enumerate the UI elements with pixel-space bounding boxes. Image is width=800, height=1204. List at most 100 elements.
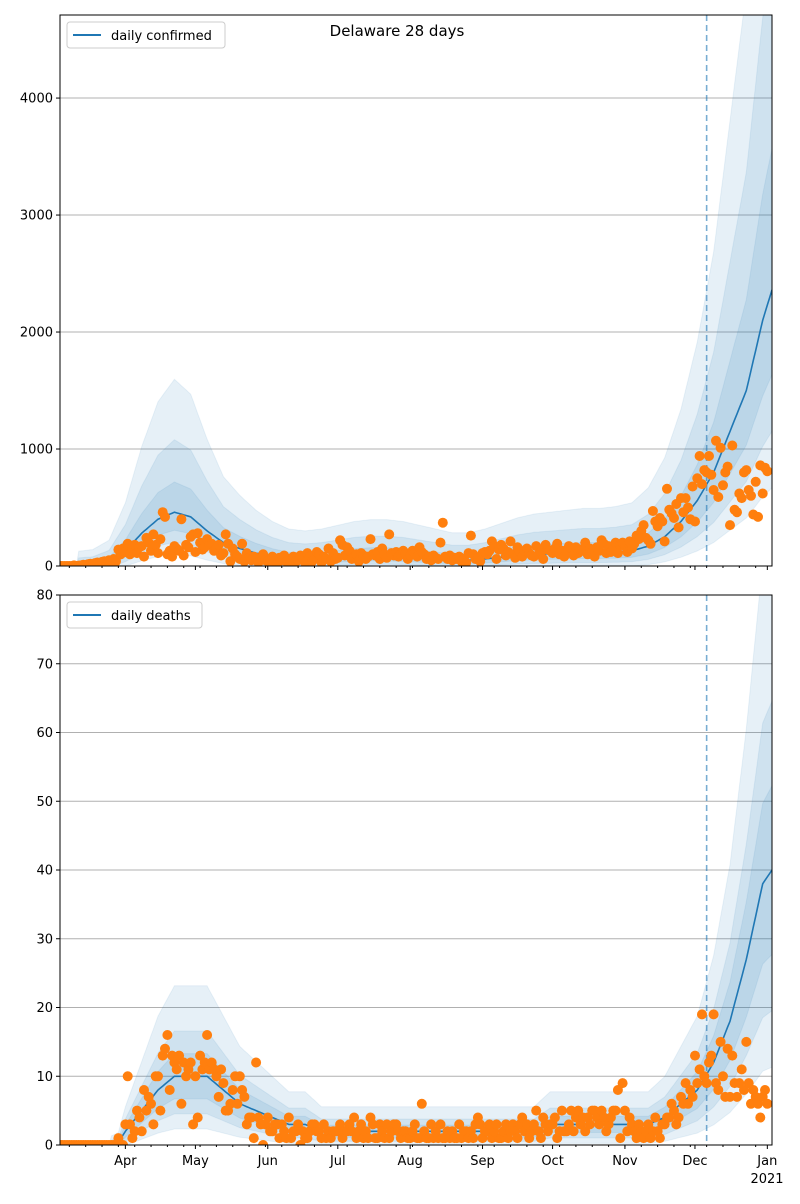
observed-point	[584, 1119, 595, 1130]
axes-frame	[59, 594, 773, 1146]
observed-point	[760, 1085, 770, 1095]
observed-point	[160, 1043, 170, 1054]
observed-point	[708, 485, 719, 495]
observed-point	[192, 1112, 203, 1123]
observed-point	[718, 1071, 728, 1082]
x-tick-label-dec: Dec	[682, 1154, 707, 1169]
observed-point	[755, 1112, 766, 1123]
observed-point	[365, 534, 376, 545]
x-tick-label-nov: Nov	[612, 1154, 638, 1169]
observed-point	[715, 442, 726, 453]
observed-point	[246, 1112, 257, 1123]
observed-point	[701, 1078, 712, 1089]
observed-point	[556, 1105, 567, 1116]
observed-point	[692, 1078, 703, 1089]
x-tick-label-apr: Apr	[114, 1154, 137, 1169]
observed-point	[176, 514, 187, 525]
observed-point	[475, 556, 486, 566]
observed-point	[713, 492, 724, 502]
observed-point	[367, 1119, 378, 1130]
y-tick-label: 20	[36, 1001, 53, 1016]
observed-point	[155, 534, 166, 545]
observed-point	[683, 502, 693, 513]
observed-point	[148, 1119, 159, 1130]
observed-point	[757, 488, 768, 499]
observed-point	[262, 1112, 273, 1123]
legend-box	[66, 21, 226, 49]
observed-point	[122, 1071, 133, 1082]
observed-point	[202, 1030, 213, 1040]
observed-point	[153, 548, 163, 559]
observed-point	[680, 493, 691, 504]
observed-point	[409, 1119, 420, 1130]
observed-point	[363, 1133, 374, 1144]
year-label: 2021	[750, 1172, 783, 1187]
y-tick-label: 30	[36, 932, 53, 947]
observed-point	[687, 1091, 698, 1102]
observed-point	[435, 537, 446, 548]
observed-point	[704, 451, 714, 461]
observed-point	[538, 554, 549, 564]
legend: daily deaths	[66, 601, 203, 629]
observed-point	[218, 548, 229, 559]
chart-title: Delaware 28 days	[330, 22, 465, 40]
observed-point	[283, 1112, 294, 1123]
uncertainty-band	[60, 700, 772, 1145]
observed-point	[690, 516, 700, 527]
x-tick-label-aug: Aug	[397, 1154, 422, 1169]
y-tick-label: 70	[36, 657, 53, 672]
observed-point	[722, 461, 733, 472]
observed-point	[153, 1071, 163, 1082]
observed-point	[736, 493, 747, 504]
observed-point	[750, 476, 761, 487]
plot-area	[60, 595, 772, 1145]
observed-point	[617, 1078, 628, 1089]
x-tick-label-jan: Jan	[756, 1154, 777, 1169]
observed-point	[183, 542, 194, 553]
observed-point	[171, 1064, 182, 1075]
observed-point	[718, 480, 728, 491]
observed-point	[465, 530, 476, 541]
observed-point	[160, 511, 170, 522]
observed-point	[645, 538, 656, 549]
legend-label: daily deaths	[111, 609, 191, 624]
observed-point	[213, 1091, 224, 1102]
observed-point	[218, 1078, 229, 1089]
observed-point	[248, 1133, 259, 1144]
observed-point	[461, 557, 472, 566]
observed-point	[232, 1098, 243, 1109]
legend-box	[66, 601, 203, 629]
observed-point	[762, 466, 772, 477]
y-tick-label: 10	[36, 1070, 53, 1085]
observed-point	[650, 1112, 661, 1123]
observed-point	[134, 1112, 145, 1123]
y-tick-label: 0	[45, 560, 53, 575]
y-tick-label: 80	[36, 589, 53, 604]
observed-point	[615, 1133, 626, 1144]
observed-point	[657, 516, 668, 527]
observed-point	[167, 551, 178, 562]
observed-point	[659, 536, 670, 547]
x-tick-label-sep: Sep	[470, 1154, 495, 1169]
x-tick-label-jun: Jun	[257, 1154, 278, 1169]
observed-point	[437, 517, 448, 528]
observed-point	[669, 513, 679, 523]
observed-point	[491, 554, 502, 564]
observed-point	[654, 1133, 665, 1144]
observed-point	[725, 520, 735, 531]
observed-point	[697, 1009, 707, 1020]
observed-point	[727, 440, 738, 451]
y-tick-label: 40	[36, 864, 53, 879]
observed-point	[732, 507, 742, 518]
observed-point	[706, 469, 717, 480]
y-tick-label: 4000	[20, 92, 53, 107]
observed-point	[192, 528, 203, 539]
y-tick-label: 50	[36, 795, 53, 810]
observed-point	[694, 451, 705, 461]
x-tick-label-oct: Oct	[541, 1154, 563, 1169]
observed-point	[612, 548, 623, 559]
observed-point	[713, 1085, 724, 1095]
observed-point	[251, 1057, 262, 1068]
y-tick-label: 3000	[20, 209, 53, 224]
observed-point	[708, 1009, 719, 1020]
